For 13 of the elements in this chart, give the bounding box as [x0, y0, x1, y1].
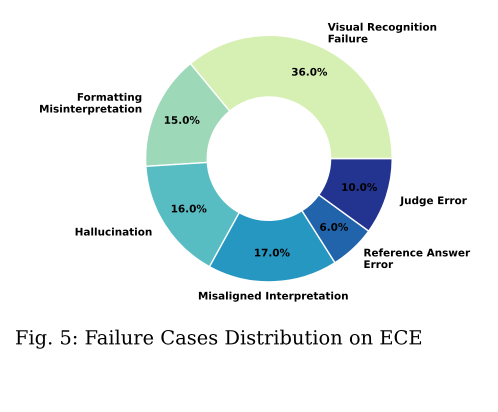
data-label: 15.0% [164, 116, 200, 124]
text: Fig. 5: Failure Cases Distribution on ECE [16, 330, 422, 349]
data-label: 16.0% [172, 204, 206, 213]
slice-label: Reference Answer Error [364, 248, 470, 268]
data-label: 6.0% [320, 222, 348, 231]
slice-label: Misaligned Interpretation [198, 292, 348, 302]
slice-label: Visual Recognition Failure [328, 22, 436, 43]
data-label: 17.0% [255, 248, 290, 257]
slice-label: Formatting Misinterpretation [40, 92, 142, 115]
slice-label: Hallucination [76, 228, 152, 236]
data-label: 36.0% [292, 68, 328, 76]
slice-label: Judge Error [400, 196, 467, 206]
data-label: 10.0% [342, 183, 377, 191]
